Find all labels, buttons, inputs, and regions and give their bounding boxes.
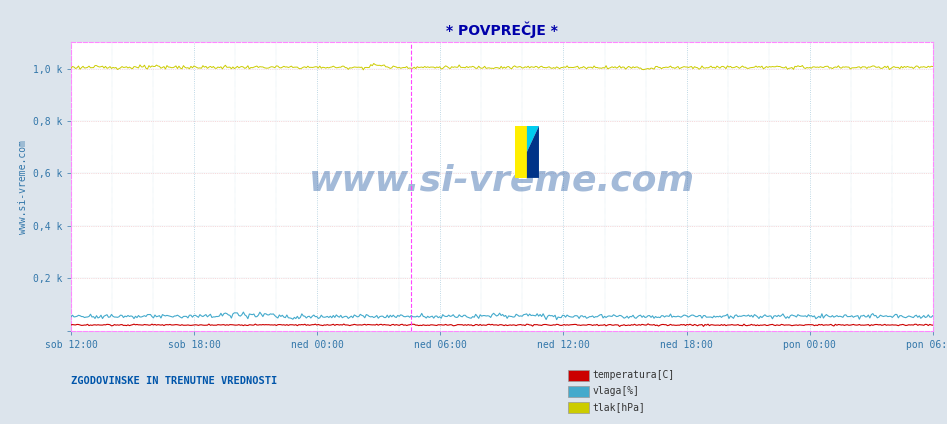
Text: ZGODOVINSKE IN TRENUTNE VREDNOSTI: ZGODOVINSKE IN TRENUTNE VREDNOSTI — [71, 376, 277, 386]
Text: tlak[hPa]: tlak[hPa] — [593, 402, 646, 413]
Text: temperatura[C]: temperatura[C] — [593, 370, 675, 380]
Text: vlaga[%]: vlaga[%] — [593, 386, 640, 396]
Polygon shape — [527, 126, 539, 152]
Text: www.si-vreme.com: www.si-vreme.com — [309, 164, 695, 198]
Title: * POVPREČJE *: * POVPREČJE * — [446, 22, 558, 39]
Y-axis label: www.si-vreme.com: www.si-vreme.com — [18, 139, 28, 234]
Polygon shape — [515, 126, 527, 178]
Polygon shape — [527, 126, 539, 178]
